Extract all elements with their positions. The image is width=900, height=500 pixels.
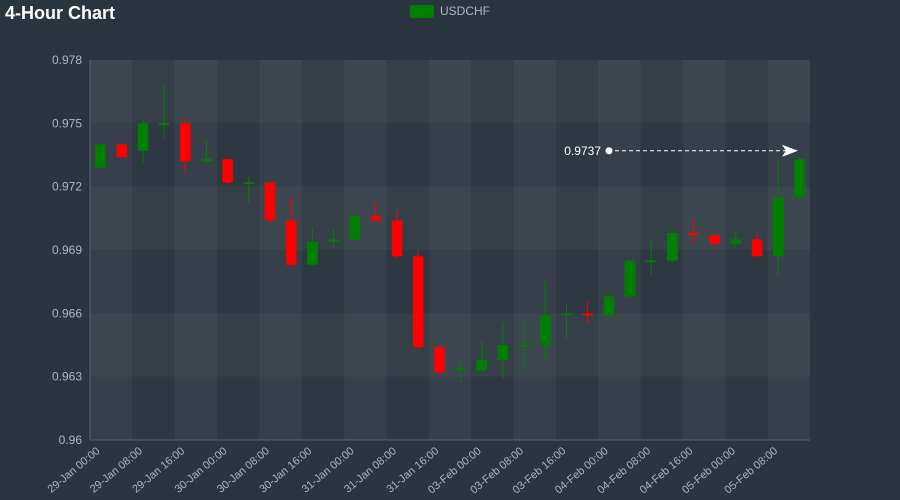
last-price-dot [605,147,613,155]
candle [137,119,149,164]
candle-body [222,159,233,183]
candle [582,300,593,324]
candle-body [624,260,636,297]
chart-title: 4-Hour Chart [5,3,116,23]
candle [434,345,445,375]
candle [264,182,276,223]
candle-body [518,345,530,347]
candle-body [730,239,742,244]
candle [603,294,615,316]
grid-band [682,60,726,440]
y-tick-label: 0.966 [52,306,82,320]
y-tick-label: 0.978 [52,53,82,67]
candle [285,197,297,267]
legend-label: USDCHF [440,4,490,18]
candle [794,157,805,200]
candle-body [582,313,593,316]
candle [772,159,784,276]
candle-body [751,239,763,257]
candle [667,231,678,263]
candle-body [328,239,339,242]
grid-band [174,60,218,440]
candle-body [561,313,572,315]
grid-band [598,60,641,440]
candle-body [794,159,805,198]
candle-body [180,123,191,162]
candle-body [285,220,297,265]
legend-swatch [410,4,434,18]
candle-body [307,241,318,265]
candle-body [434,347,445,373]
candle [201,140,212,164]
candle-body [391,220,403,257]
candle [243,176,255,204]
candle [307,226,318,267]
arrow-head-icon [782,144,798,157]
candle [709,235,720,248]
candle-body [137,123,149,151]
candle [540,281,551,362]
y-tick-label: 0.972 [52,180,82,194]
candle [497,321,509,379]
grid-band [428,60,472,440]
candle [518,321,530,371]
y-tick-label: 0.96 [59,433,83,447]
candle-body [645,260,657,263]
candle-body [243,182,255,184]
y-tick-label: 0.969 [52,243,82,257]
candle [412,250,424,350]
candle-body [412,256,424,348]
candle [222,159,233,185]
candle [349,216,360,242]
candle [688,218,699,244]
candle-body [772,197,784,257]
candle-body [370,216,382,221]
y-tick-label: 0.963 [52,370,82,384]
candle [455,361,466,383]
candle [328,228,339,250]
candle [730,231,742,250]
candle [561,304,572,339]
candle-body [667,233,678,261]
grid-band [344,60,387,440]
candle-body [603,296,615,316]
candle-body [540,315,551,345]
candle-body [264,182,276,221]
candle-body [349,216,360,240]
candle [158,85,170,139]
last-price-label: 0.9737 [564,144,601,158]
candle [476,340,488,371]
candle [180,117,191,174]
candle-body [709,235,720,244]
candle-body [158,123,170,125]
candle-body [201,159,212,162]
candle [95,144,106,170]
candle-body [95,144,106,168]
candle [645,239,657,276]
y-tick-label: 0.975 [52,116,82,130]
candle-body [688,233,699,236]
candle [370,201,382,223]
candle-body [497,345,509,360]
grid-band [513,60,556,440]
candle-body [455,368,466,371]
candle-body [476,359,488,371]
grid-band [90,60,133,440]
candle [116,142,128,158]
candle [624,260,636,299]
candle [391,209,403,259]
candle-body [116,144,128,158]
legend[interactable]: USDCHF [410,4,490,18]
plot-area [90,60,810,440]
candle [751,235,763,257]
